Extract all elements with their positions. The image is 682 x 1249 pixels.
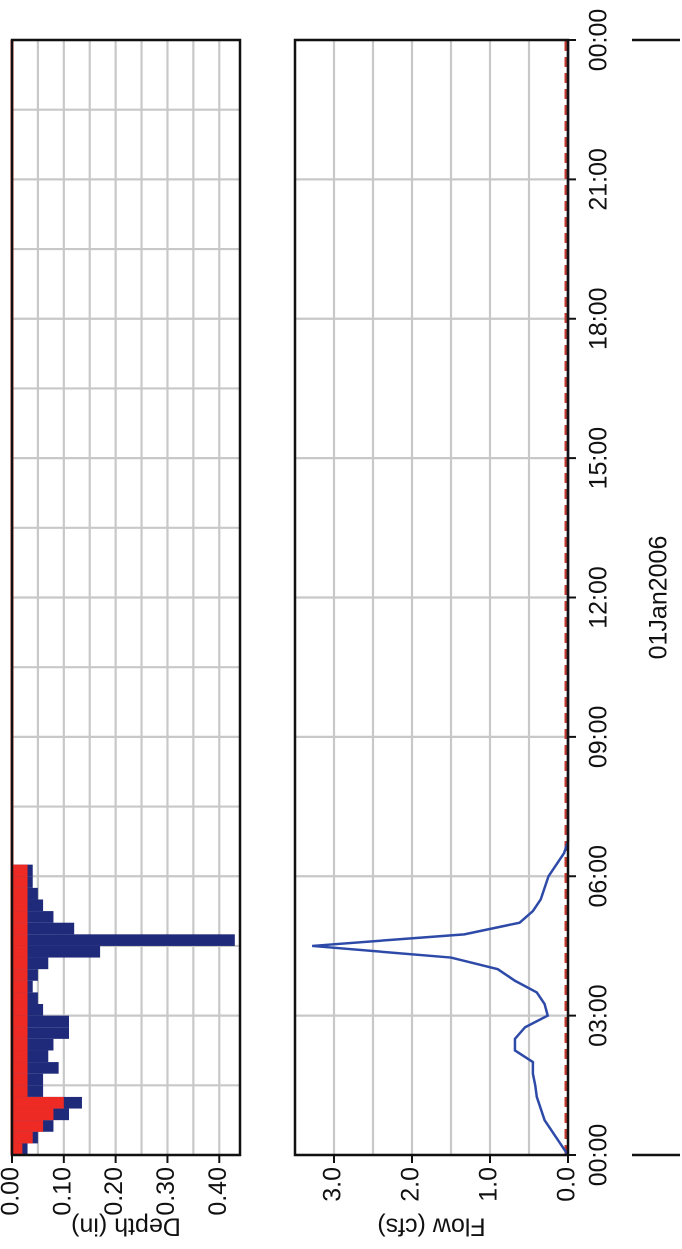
rotated-plot: 0.00 0.10 0.20 0.30 0.40 Depth (in) 0.0 1.0 2.0 3… <box>0 9 680 1240</box>
x-tick-label: 06:00 <box>585 845 613 908</box>
bar <box>12 934 28 946</box>
bar <box>12 876 28 888</box>
bar <box>12 1073 28 1086</box>
flow-line <box>312 40 570 1156</box>
bar <box>12 1108 54 1121</box>
y-tick-label: 0.30 <box>152 1167 180 1216</box>
bar <box>12 969 28 981</box>
bar <box>12 945 28 958</box>
plot-frame <box>293 38 570 1157</box>
y-tick-label: 0.10 <box>48 1167 76 1216</box>
y-tick-label: 0.00 <box>0 1167 25 1216</box>
plot-frame <box>10 38 242 1157</box>
bar <box>12 1027 28 1039</box>
y-tick-label: 0.20 <box>100 1167 128 1216</box>
bar <box>12 864 28 877</box>
bar <box>12 1050 28 1063</box>
y-tick-label: 3.0 <box>319 1167 347 1202</box>
bar <box>12 887 28 900</box>
bar <box>12 1015 28 1028</box>
bar <box>12 957 28 970</box>
bar <box>12 922 75 935</box>
x-tick-label: 21:00 <box>585 148 613 211</box>
bar <box>12 1120 44 1132</box>
bar <box>12 1038 28 1051</box>
x-axis-label: 01Jan2006 <box>645 536 673 660</box>
y-axis-label: Depth (in) <box>71 1212 181 1240</box>
bar <box>12 992 28 1005</box>
bar <box>12 922 28 935</box>
bar <box>12 945 101 958</box>
x-tick-label: 12:00 <box>585 566 613 629</box>
x-tick-label: 03:00 <box>585 984 613 1047</box>
bar <box>12 1143 23 1155</box>
y-tick-label: 1.0 <box>475 1167 503 1202</box>
bar <box>12 1004 28 1016</box>
x-tick-label: 15:00 <box>585 427 613 490</box>
bar <box>12 899 28 912</box>
y-tick-label: 0.0 <box>553 1167 581 1202</box>
x-tick-label: 00:00 <box>585 1124 613 1187</box>
x-tick-label: 09:00 <box>585 706 613 769</box>
bar <box>12 980 28 993</box>
bar <box>12 1085 28 1097</box>
bar <box>12 934 235 946</box>
y-axis-label: Flow (cfs) <box>377 1212 485 1240</box>
bar <box>12 1131 33 1144</box>
y-tick-label: 0.40 <box>204 1167 232 1216</box>
bar <box>12 911 28 923</box>
x-tick-label: 00:00 <box>585 9 613 72</box>
bar <box>12 1062 28 1074</box>
bar <box>12 1096 64 1109</box>
y-tick-label: 2.0 <box>397 1167 425 1202</box>
x-tick-label: 18:00 <box>585 287 613 350</box>
